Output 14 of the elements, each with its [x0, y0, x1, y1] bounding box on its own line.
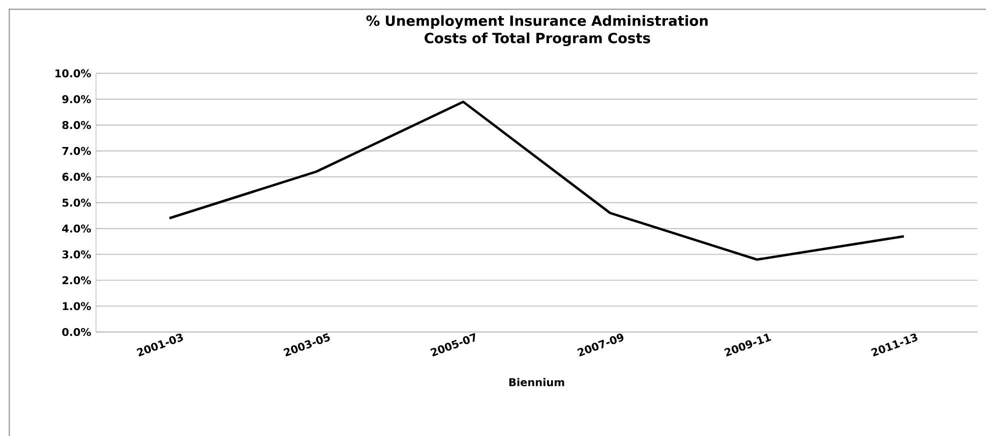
- y-tick-label: 2.0%: [62, 276, 91, 284]
- y-tick-label: 10.0%: [55, 69, 91, 78]
- x-axis-title: Biennium: [509, 378, 564, 386]
- y-tick-label: 0.0%: [62, 328, 91, 336]
- y-tick-label: 4.0%: [62, 224, 91, 233]
- y-tick-label: 9.0%: [62, 95, 91, 104]
- y-tick-label: 1.0%: [62, 302, 91, 310]
- y-tick-label: 8.0%: [62, 121, 91, 130]
- chart-title: % Unemployment Insurance Administration Costs of Total Program Costs: [366, 15, 708, 46]
- y-tick-label: 7.0%: [62, 146, 91, 155]
- y-tick-label: 3.0%: [62, 250, 91, 258]
- line-series: [168, 100, 906, 261]
- y-tick-label: 6.0%: [62, 172, 91, 181]
- y-tick-label: 5.0%: [62, 198, 91, 207]
